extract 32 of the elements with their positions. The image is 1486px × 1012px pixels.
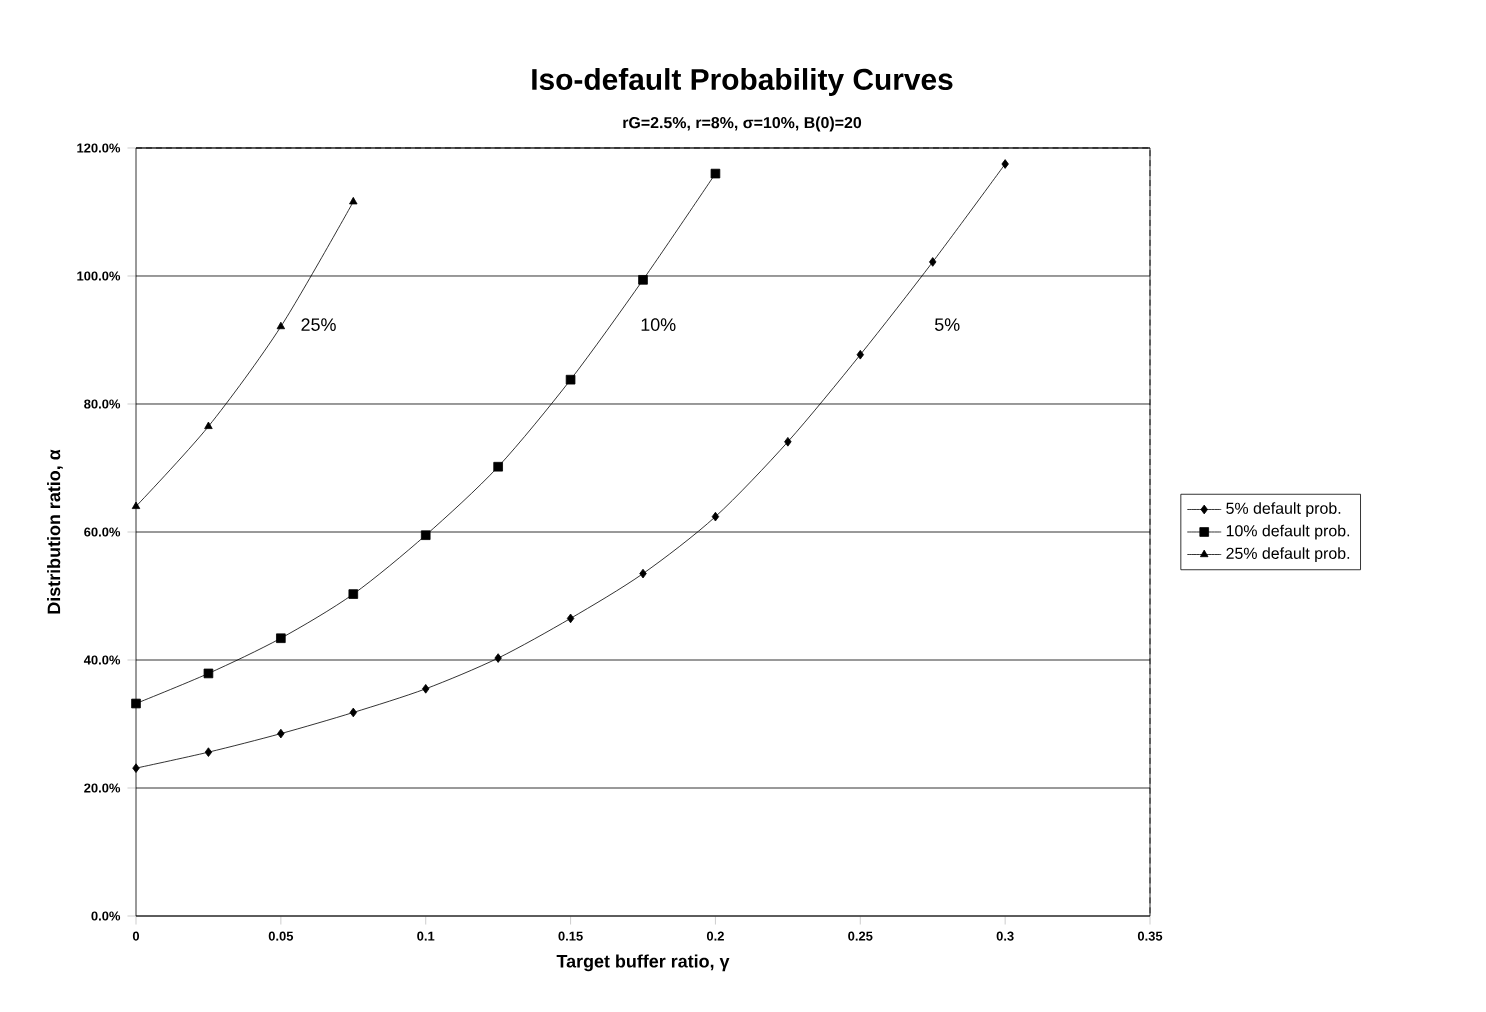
point: [276, 633, 286, 644]
point: [856, 349, 864, 360]
point: [203, 668, 214, 679]
chart-title: Iso-default Probability Curves: [532, 68, 953, 96]
point: [639, 568, 647, 579]
annotation: 5%: [934, 318, 960, 331]
point: [565, 374, 576, 385]
point: [277, 728, 285, 739]
point: [131, 698, 141, 709]
annotation: 10%: [641, 318, 676, 331]
point: [131, 501, 141, 509]
point: [493, 461, 503, 472]
point: [422, 684, 430, 694]
point: [276, 321, 286, 330]
point: [349, 196, 358, 205]
point: [638, 275, 648, 285]
point: [348, 589, 359, 599]
point: [929, 257, 937, 267]
x-axis-title: Target buffer ratio, γ: [556, 954, 730, 972]
y-axis-title: Distribution ratio, α: [47, 449, 63, 614]
point: [494, 653, 502, 663]
point: [204, 421, 213, 429]
point: [204, 747, 213, 757]
point: [711, 511, 720, 522]
point: [784, 436, 792, 447]
point: [420, 530, 431, 540]
point: [1001, 159, 1009, 169]
point: [349, 707, 357, 718]
point: [710, 168, 721, 179]
point: [132, 763, 140, 773]
annotation: 25%: [301, 318, 336, 331]
point: [566, 613, 575, 624]
